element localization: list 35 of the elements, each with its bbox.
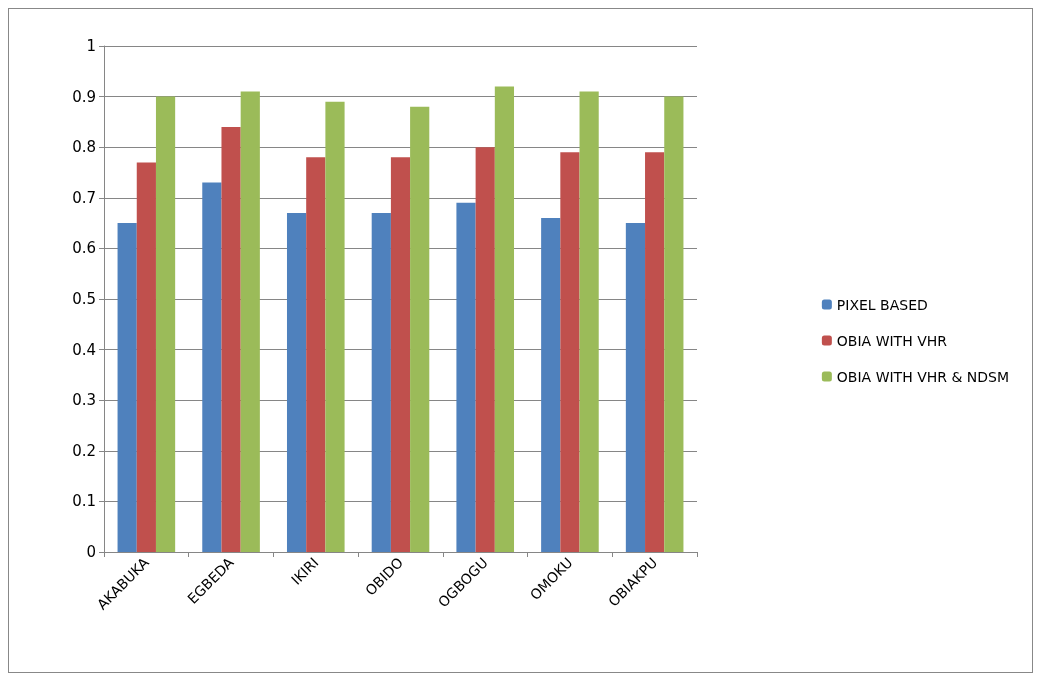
- legend-label: PIXEL BASED: [836, 296, 928, 313]
- bar: [325, 101, 345, 552]
- legend-label: OBIA WITH VHR: [836, 332, 948, 349]
- y-tick-label: 0.6: [72, 239, 96, 258]
- bar: [456, 202, 476, 552]
- y-tick-label: 0.5: [72, 290, 96, 308]
- bar: [645, 152, 665, 552]
- bar: [475, 147, 495, 552]
- bar: [664, 96, 684, 552]
- bar: [560, 152, 580, 552]
- bar: [371, 212, 391, 552]
- y-tick-label: 0.1: [72, 492, 96, 511]
- y-tick-label: 0.3: [72, 391, 96, 410]
- y-tick-label: 1: [86, 37, 96, 55]
- bar: [286, 212, 307, 552]
- bar: [625, 223, 646, 552]
- bar: [202, 182, 222, 552]
- bar: [579, 91, 599, 552]
- bar: [494, 86, 515, 552]
- bar: [240, 91, 260, 552]
- bar: [306, 157, 326, 552]
- bar: [136, 162, 156, 552]
- bar: [541, 218, 561, 552]
- y-tick-label: 0.7: [72, 188, 96, 207]
- bar: [221, 126, 241, 552]
- bar: [410, 106, 430, 552]
- y-tick-label: 0.8: [72, 138, 96, 157]
- y-tick-label: 0.2: [72, 441, 96, 460]
- bar: [155, 96, 176, 552]
- legend-label: OBIA WITH VHR & NDSM: [836, 368, 1010, 385]
- y-tick-label: 0: [86, 543, 96, 561]
- y-tick-label: 0.9: [72, 87, 96, 106]
- bar: [390, 157, 411, 552]
- bar: [117, 223, 137, 552]
- y-tick-label: 0.4: [72, 340, 96, 359]
